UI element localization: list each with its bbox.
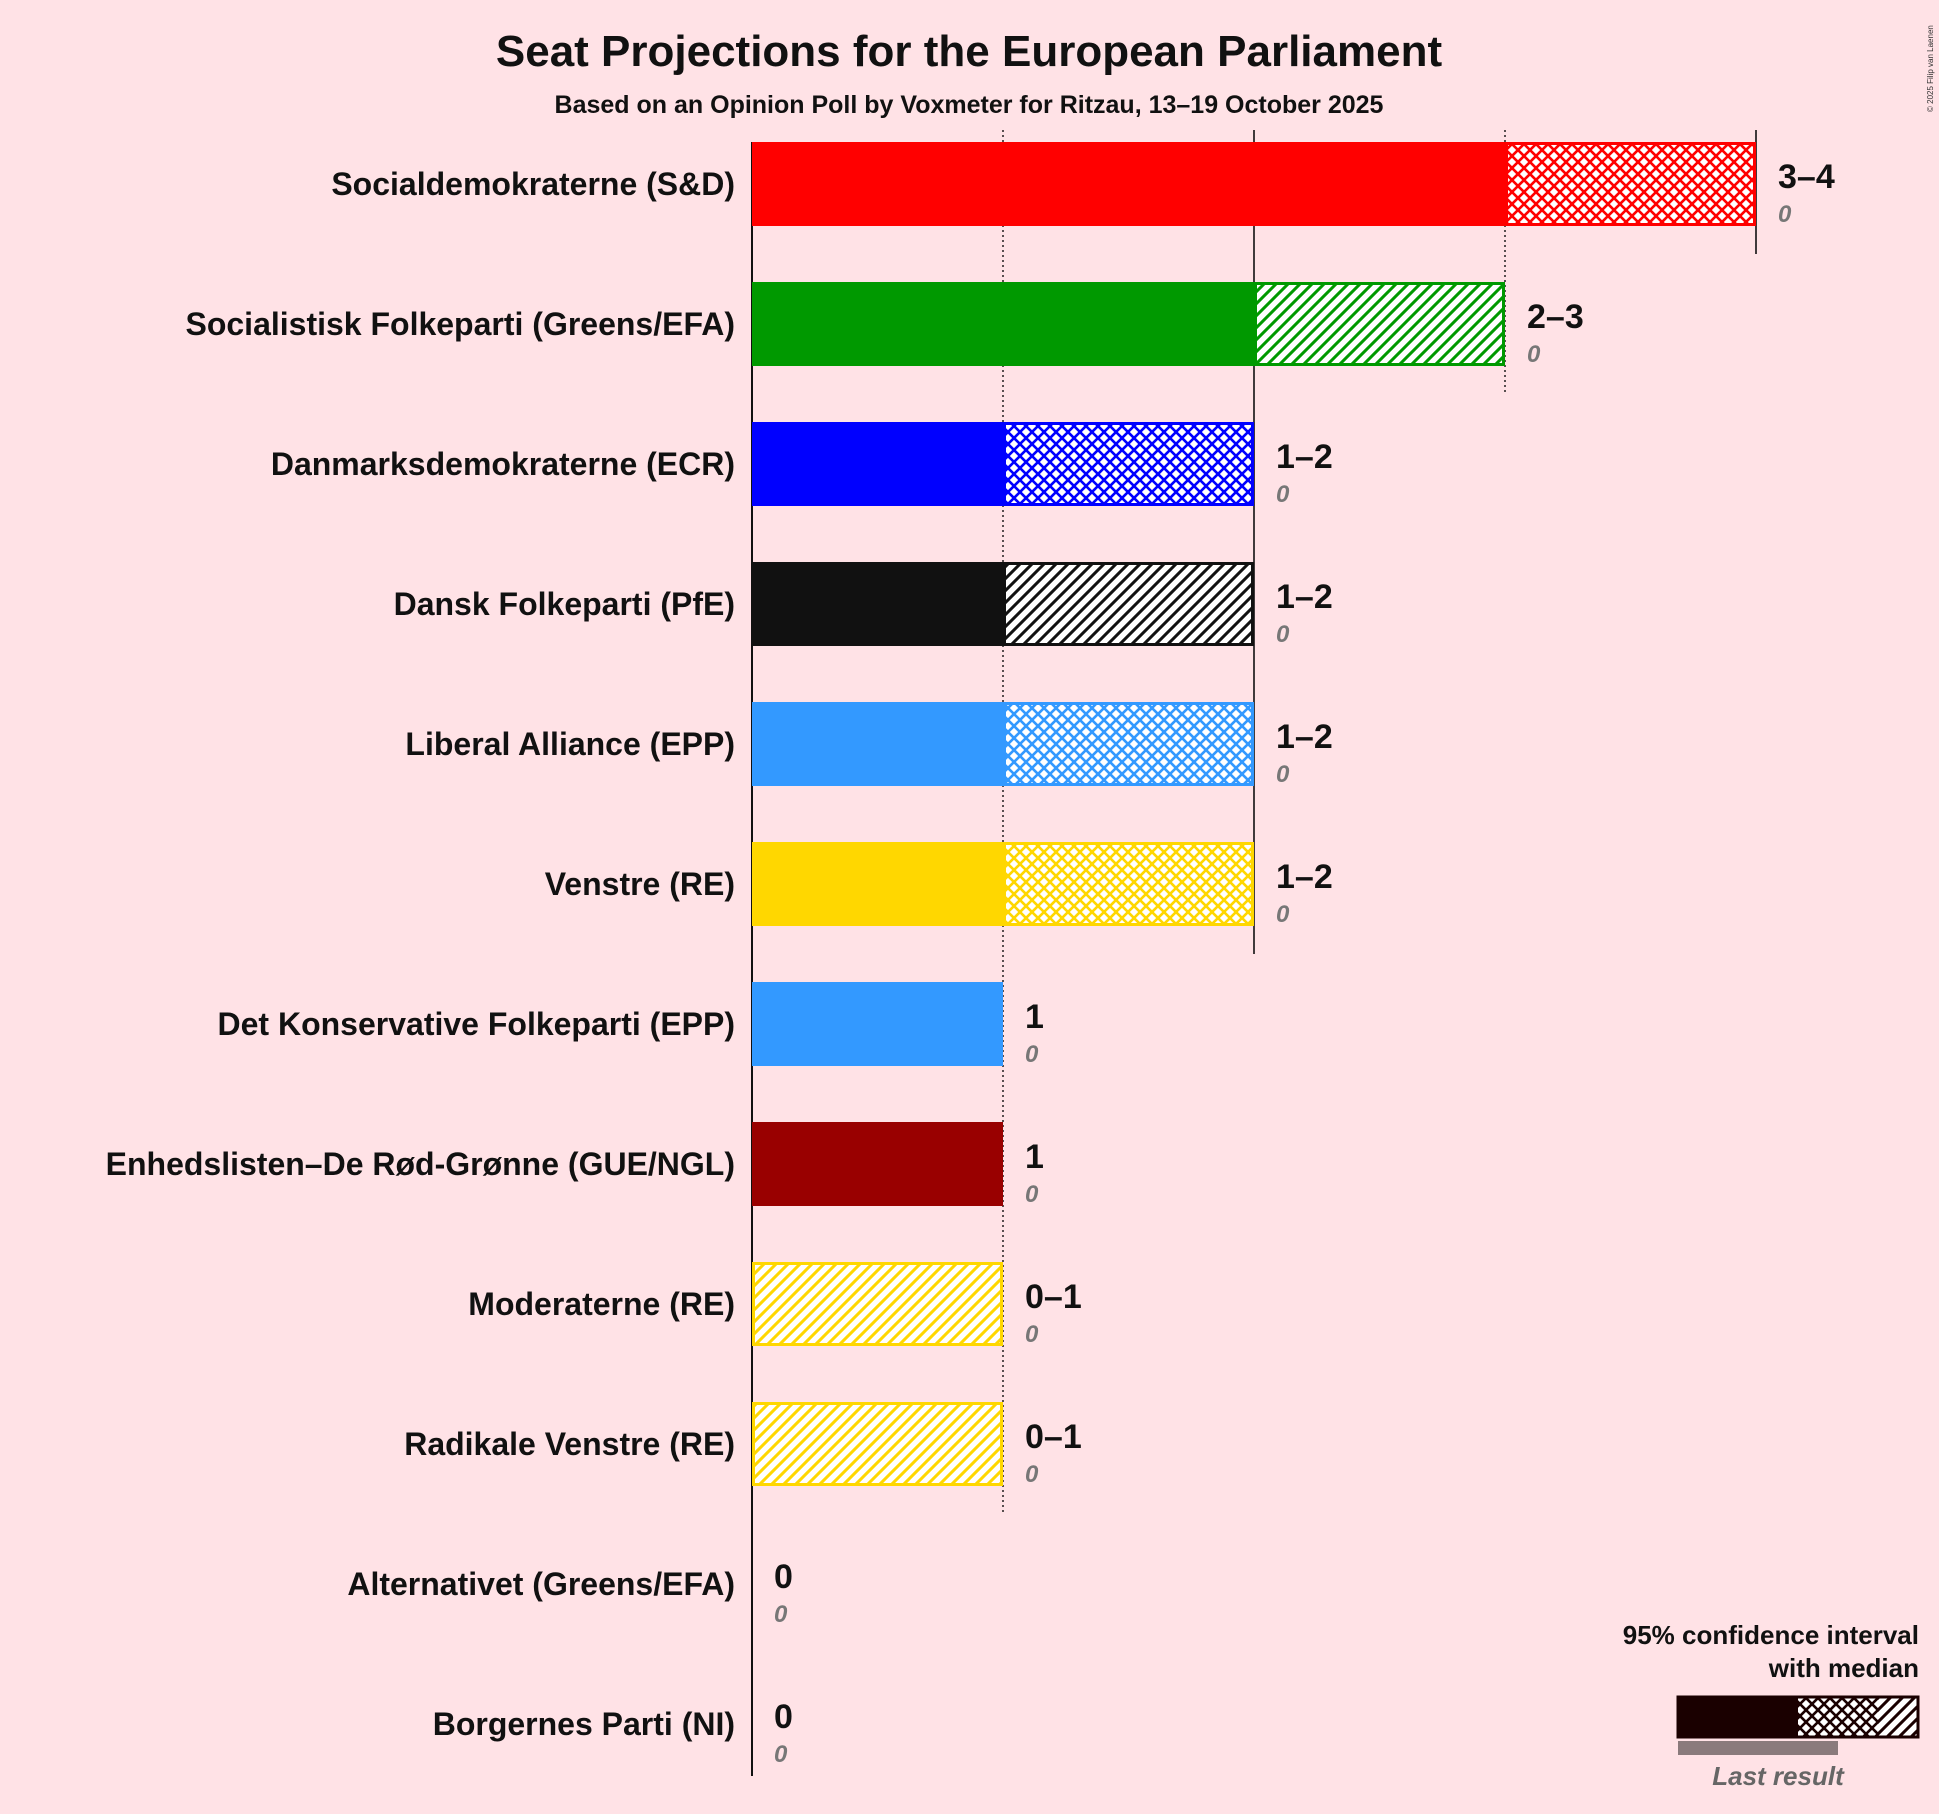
party-label: Dansk Folkeparti (PfE): [394, 586, 735, 622]
range-label: 2–3: [1527, 298, 1584, 336]
party-label: Moderaterne (RE): [468, 1286, 735, 1322]
range-label: 0–1: [1025, 1418, 1082, 1456]
range-label: 1–2: [1276, 718, 1333, 756]
party-row: Dansk Folkeparti (PfE) 1–2 0: [394, 562, 1333, 648]
party-label: Socialdemokraterne (S&D): [331, 166, 735, 202]
legend-last-result-swatch: [1678, 1741, 1838, 1755]
last-result-label: 0: [774, 1601, 788, 1628]
bar-interval: [1003, 562, 1254, 646]
chart-subtitle: Based on an Opinion Poll by Voxmeter for…: [555, 91, 1384, 119]
bar-interval: [1003, 422, 1254, 506]
legend-median-swatch: [1678, 1697, 1798, 1737]
legend-last-result-label: Last result: [1712, 1761, 1845, 1791]
bar-interval-outline: [1003, 842, 1254, 926]
legend-title-line2: with median: [1768, 1653, 1919, 1683]
bar-solid: [752, 702, 1003, 786]
bar-solid: [752, 1122, 1003, 1206]
last-result-label: 0: [1025, 1041, 1039, 1068]
bar-interval-outline: [752, 1262, 1003, 1346]
bar-interval: [752, 1402, 1003, 1486]
party-label: Danmarksdemokraterne (ECR): [271, 446, 735, 482]
bar-solid: [752, 282, 1254, 366]
party-label: Alternativet (Greens/EFA): [347, 1566, 735, 1602]
party-label: Liberal Alliance (EPP): [405, 726, 735, 762]
last-result-label: 0: [1276, 621, 1290, 648]
party-label: Socialistisk Folkeparti (Greens/EFA): [185, 306, 735, 342]
last-result-label: 0: [1276, 481, 1290, 508]
party-row: Liberal Alliance (EPP) 1–2 0: [405, 702, 1333, 788]
range-label: 1: [1025, 998, 1044, 1036]
bar-interval-outline: [1505, 142, 1756, 226]
seat-gridlines: [751, 130, 1757, 1776]
range-label: 1–2: [1276, 578, 1333, 616]
last-result-label: 0: [1276, 901, 1290, 928]
party-row: Socialdemokraterne (S&D) 3–4 0: [331, 142, 1835, 228]
last-result-label: 0: [1276, 761, 1290, 788]
range-label: 1–2: [1276, 438, 1333, 476]
party-row: Venstre (RE) 1–2 0: [545, 842, 1333, 928]
party-row: Borgernes Parti (NI) 0 0: [433, 1698, 793, 1768]
bar-interval-outline: [1003, 702, 1254, 786]
last-result-label: 0: [1527, 341, 1541, 368]
copyright-notice: © 2025 Filip van Laenen: [1926, 25, 1935, 112]
party-label: Radikale Venstre (RE): [404, 1426, 735, 1462]
legend-title-line1: 95% confidence interval: [1623, 1620, 1919, 1650]
legend: 95% confidence interval with median Last…: [1623, 1620, 1920, 1791]
party-label: Enhedslisten–De Rød-Grønne (GUE/NGL): [106, 1146, 735, 1182]
bar-interval-outline: [752, 1402, 1003, 1486]
range-label: 3–4: [1778, 158, 1835, 196]
bar-interval-outline: [1254, 282, 1505, 366]
bar-interval: [1003, 702, 1254, 786]
party-row: Alternativet (Greens/EFA) 0 0: [347, 1558, 793, 1628]
bar-interval: [1505, 142, 1756, 226]
chart-title: Seat Projections for the European Parlia…: [496, 27, 1443, 76]
last-result-label: 0: [1025, 1321, 1039, 1348]
legend-outer-interval-swatch: [1878, 1697, 1918, 1737]
party-row: Radikale Venstre (RE) 0–1 0: [404, 1402, 1082, 1488]
party-row: Det Konservative Folkeparti (EPP) 1 0: [218, 982, 1044, 1068]
legend-swatch-outline: [1676, 1695, 1920, 1739]
last-result-label: 0: [1025, 1181, 1039, 1208]
bar-interval: [752, 1262, 1003, 1346]
range-label: 0: [774, 1558, 793, 1596]
bar-interval: [1003, 842, 1254, 926]
bar-solid: [752, 982, 1003, 1066]
last-result-label: 0: [1778, 201, 1792, 228]
range-label: 0–1: [1025, 1278, 1082, 1316]
bar-solid: [752, 422, 1003, 506]
bar-interval-outline: [1003, 422, 1254, 506]
party-row: Danmarksdemokraterne (ECR) 1–2 0: [271, 422, 1333, 508]
bar-interval: [1254, 282, 1505, 366]
bar-group: Socialdemokraterne (S&D) 3–40Socialistisk…: [106, 142, 1835, 1768]
party-row: Enhedslisten–De Rød-Grønne (GUE/NGL) 1 0: [106, 1122, 1044, 1208]
party-label: Det Konservative Folkeparti (EPP): [218, 1006, 735, 1042]
party-label: Borgernes Parti (NI): [433, 1706, 735, 1742]
bar-interval-outline: [1003, 562, 1254, 646]
party-label: Venstre (RE): [545, 866, 735, 902]
bar-solid: [752, 842, 1003, 926]
range-label: 1–2: [1276, 858, 1333, 896]
last-result-label: 0: [774, 1741, 788, 1768]
bar-solid: [752, 142, 1505, 226]
range-label: 1: [1025, 1138, 1044, 1176]
range-label: 0: [774, 1698, 793, 1736]
legend-inner-interval-swatch: [1798, 1697, 1878, 1737]
last-result-label: 0: [1025, 1461, 1039, 1488]
party-row: Moderaterne (RE) 0–1 0: [468, 1262, 1082, 1348]
bar-solid: [752, 562, 1003, 646]
party-row: Socialistisk Folkeparti (Greens/EFA) 2–3 0: [185, 282, 1584, 368]
